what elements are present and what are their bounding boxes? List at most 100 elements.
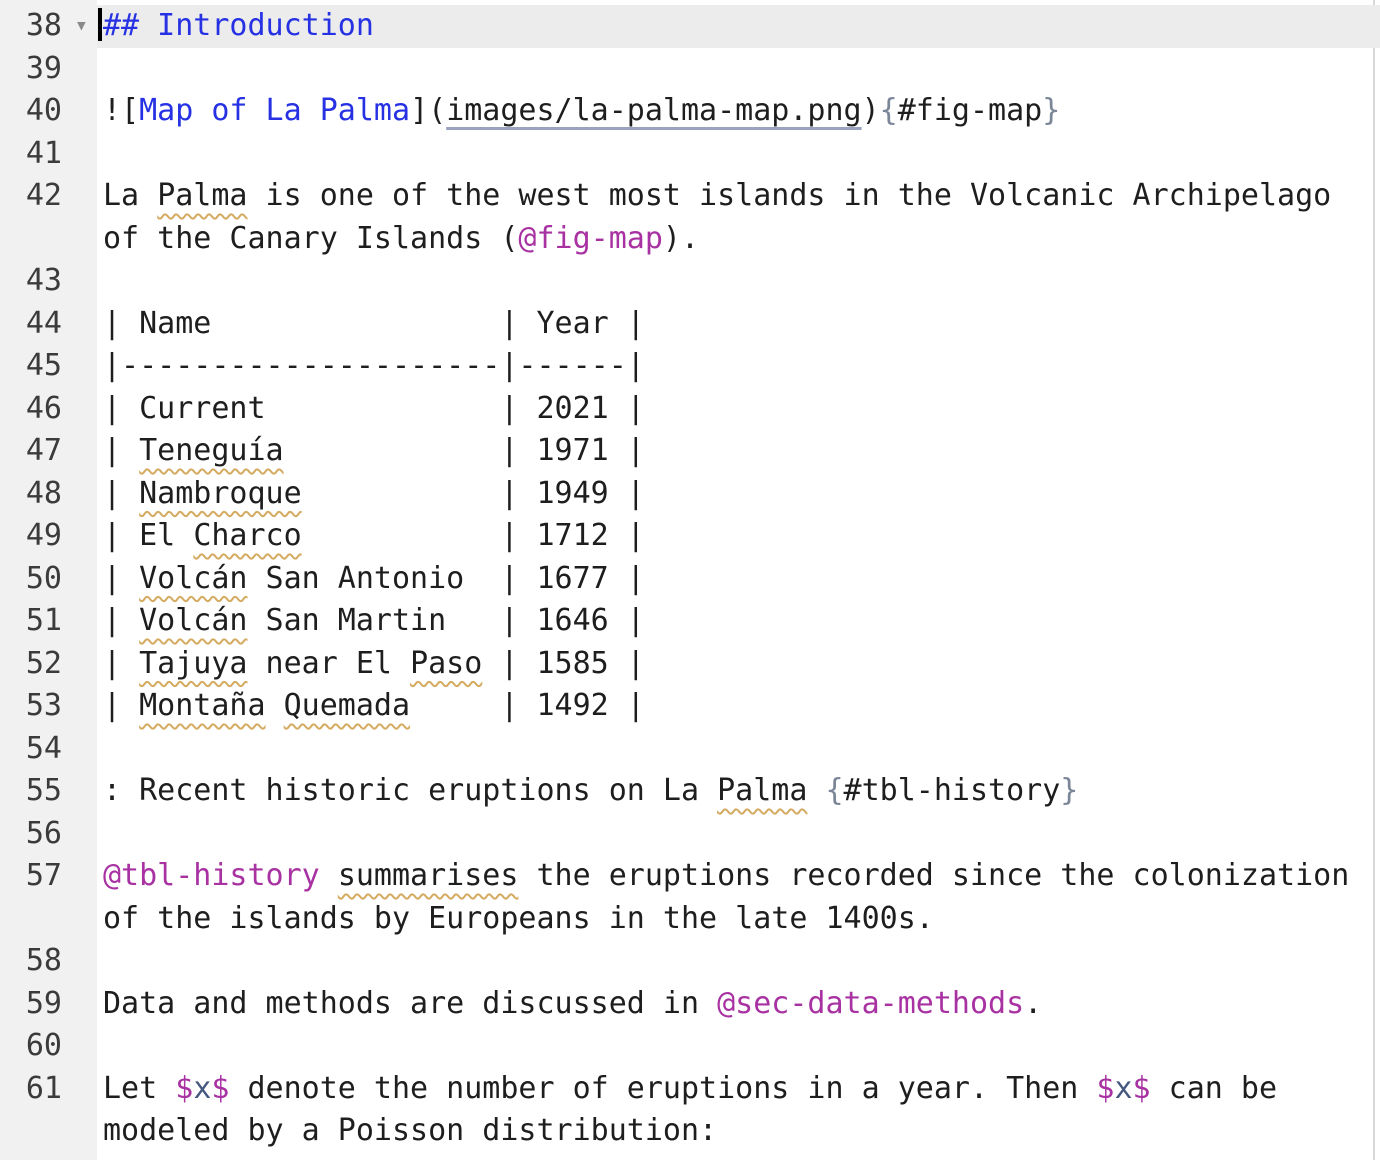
crossref-text: $	[175, 1070, 194, 1106]
code-line[interactable]	[97, 1025, 1380, 1068]
code-line[interactable]: ## Introduction	[97, 5, 1380, 48]
code-line[interactable]	[97, 813, 1380, 856]
line-number: 51	[25, 603, 62, 638]
code-line[interactable]	[97, 133, 1380, 176]
misspelled-word: Teneguía	[139, 433, 284, 468]
code-text: |	[103, 475, 140, 511]
misspelled-word: Charco	[193, 518, 302, 553]
code-text	[807, 773, 825, 808]
line-number: 60	[25, 1028, 62, 1063]
code-text: | 1712 |	[301, 518, 645, 553]
line-number	[0, 218, 97, 261]
code-text: | 1492 |	[410, 688, 645, 723]
code-text: |	[103, 560, 140, 596]
code-line[interactable]	[97, 260, 1380, 303]
code-line[interactable]	[97, 48, 1380, 91]
code-text: |	[103, 433, 140, 468]
editor-row: 59 Data and methods are discussed in @sec…	[0, 983, 1380, 1026]
code-line[interactable]: | El Charco | 1712 |	[97, 515, 1380, 558]
code-line[interactable]	[97, 728, 1380, 771]
code-text: : Recent historic eruptions on La	[103, 773, 718, 808]
editor-row: 60	[0, 1025, 1380, 1068]
editor-row: 55: Recent historic eruptions on La Palm…	[0, 770, 1380, 813]
crossref-text: $	[1132, 1070, 1151, 1106]
line-number-gutter	[0, 0, 97, 1160]
line-number: 57	[25, 858, 62, 893]
code-line[interactable]: of the Canary Islands (@fig-map).	[97, 218, 1380, 261]
misspelled-word: Palma	[157, 178, 248, 213]
scrollbar[interactable]	[1373, 0, 1380, 1160]
editor-row: 58	[0, 940, 1380, 983]
editor-row: 40 ![Map of La Palma](images/la-palma-map…	[0, 90, 1380, 133]
code-line[interactable]: | Name | Year |	[97, 303, 1380, 346]
misspelled-word: Montaña	[139, 688, 266, 723]
editor-row: 48 | Nambroque | 1949 |	[0, 473, 1380, 516]
line-number: 45	[25, 348, 62, 383]
line-number: 52	[25, 645, 62, 681]
text-cursor	[98, 8, 102, 41]
code-line[interactable]: | Tajuya near El Paso | 1585 |	[97, 643, 1380, 686]
editor-row: 39	[0, 48, 1380, 91]
line-number: 50	[25, 560, 62, 596]
code-line[interactable]: of the islands by Europeans in the late …	[97, 898, 1380, 941]
line-number: 58	[25, 943, 62, 978]
code-line[interactable]: | Nambroque | 1949 |	[97, 473, 1380, 516]
fold-chevron-down-icon[interactable]: ▾	[74, 13, 88, 38]
code-text: |	[103, 688, 140, 723]
code-line[interactable]: | Volcán San Martin | 1646 |	[97, 600, 1380, 643]
code-line[interactable]: ![Map of La Palma](images/la-palma-map.p…	[97, 90, 1380, 133]
line-number: 40	[25, 93, 62, 128]
attribute-brace: {	[879, 93, 898, 128]
code-line[interactable]: | Teneguía | 1971 |	[97, 430, 1380, 473]
code-line[interactable]	[97, 940, 1380, 983]
code-text: )	[861, 93, 880, 128]
misspelled-word: Volcán	[139, 560, 248, 596]
code-line[interactable]: La Palma is one of the west most islands…	[97, 175, 1380, 218]
code-text: is one of the west most islands in the V…	[247, 178, 1332, 213]
heading-or-link-text: ## Introduction	[103, 8, 374, 43]
code-text: #fig-map	[897, 93, 1043, 128]
line-number: 48	[25, 475, 62, 511]
line-number: 61	[25, 1070, 62, 1106]
crossref-text: $	[211, 1070, 230, 1106]
code-area[interactable]: 38 ▾ ## Introduction 39 40 ![Map of La Palma]…	[0, 5, 1380, 1153]
code-text	[266, 688, 284, 723]
math-variable: x	[1114, 1070, 1133, 1106]
attribute-brace: }	[1042, 93, 1061, 128]
misspelled-word: Paso	[410, 645, 483, 681]
code-text: | 1971 |	[283, 433, 645, 468]
editor-row: 46 | Current | 2021 |	[0, 388, 1380, 431]
code-line[interactable]: modeled by a Poisson distribution:	[97, 1110, 1380, 1153]
line-number	[0, 1110, 97, 1153]
line-number: 56	[25, 815, 62, 851]
code-text: | El	[103, 518, 194, 553]
code-text: San Antonio | 1677 |	[247, 560, 645, 596]
editor-row: modeled by a Poisson distribution:	[0, 1110, 1380, 1153]
code-line[interactable]: Let $x$ denote the number of eruptions i…	[97, 1068, 1380, 1111]
code-text: San Martin | 1646 |	[247, 603, 645, 638]
heading-or-link-text: Map of La Palma	[139, 93, 411, 128]
code-text: #tbl-history	[843, 773, 1061, 808]
code-text: | 1949 |	[301, 475, 645, 511]
image-path-link: images/la-palma-map.png	[446, 93, 862, 128]
code-text: Let	[103, 1070, 176, 1106]
code-text: near El	[247, 645, 411, 681]
code-line[interactable]: |---------------------|------|	[97, 345, 1380, 388]
code-line[interactable]: : Recent historic eruptions on La Palma …	[97, 770, 1380, 813]
code-line[interactable]: Data and methods are discussed in @sec-d…	[97, 983, 1380, 1026]
line-number: 43	[25, 263, 62, 298]
editor-row: 54	[0, 728, 1380, 771]
code-text: ).	[662, 220, 700, 256]
editor-row: 51 | Volcán San Martin | 1646 |	[0, 600, 1380, 643]
misspelled-word: Nambroque	[139, 475, 302, 511]
code-text: modeled by a Poisson distribution:	[103, 1113, 718, 1148]
crossref-text: $	[1096, 1070, 1115, 1106]
code-line[interactable]: | Current | 2021 |	[97, 388, 1380, 431]
code-text: can be	[1150, 1070, 1278, 1106]
code-line[interactable]: | Volcán San Antonio | 1677 |	[97, 558, 1380, 601]
attribute-brace: {	[825, 773, 844, 808]
editor-row: of the islands by Europeans in the late …	[0, 898, 1380, 941]
code-line[interactable]: @tbl-history summarises the eruptions re…	[97, 855, 1380, 898]
code-line[interactable]: | Montaña Quemada | 1492 |	[97, 685, 1380, 728]
